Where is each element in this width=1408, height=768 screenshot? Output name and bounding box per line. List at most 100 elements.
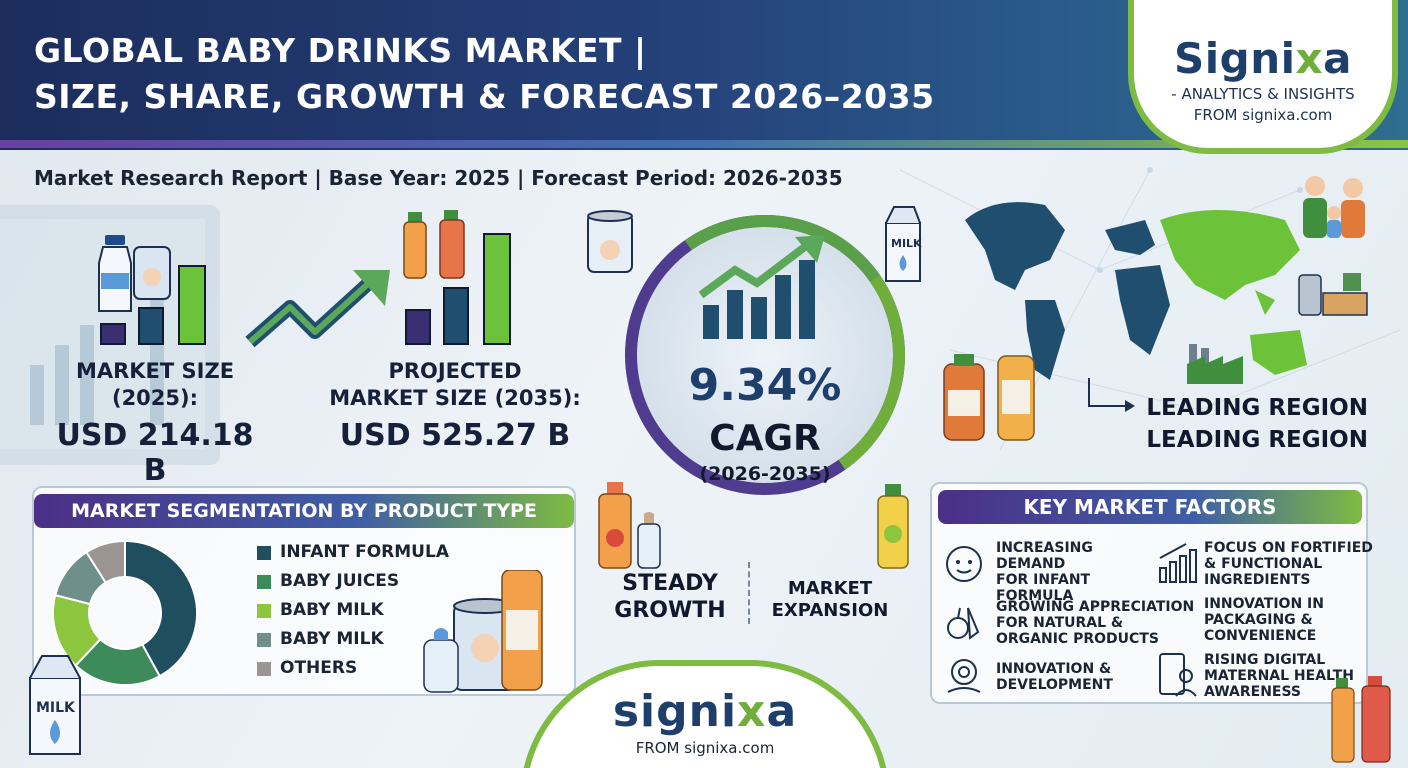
legend-label: OTHERS xyxy=(280,658,358,678)
factor-natural-organic: GROWING APPRECIATION FOR NATURAL & ORGAN… xyxy=(996,599,1196,647)
innovation-gear-icon xyxy=(947,659,981,693)
report-subheader: Market Research Report | Base Year: 2025… xyxy=(34,166,843,190)
arrow-right-icon xyxy=(1088,378,1135,412)
brand-tagline-2: FROM signixa.com xyxy=(1193,106,1333,124)
steady-growth-line-2: GROWTH xyxy=(614,598,726,623)
milk-carton-icon: MILK xyxy=(29,655,81,755)
factor-fortified-functional: FOCUS ON FORTIFIED & FUNCTIONAL INGREDIE… xyxy=(1204,540,1374,588)
market-size-value: USD 214.18 B xyxy=(56,418,254,488)
juice-bottle-icon xyxy=(598,482,632,569)
key-factors-title: KEY MARKET FACTORS xyxy=(938,490,1362,524)
svg-text:MILK: MILK xyxy=(36,700,76,716)
factor-line: INGREDIENTS xyxy=(1204,572,1311,588)
legend-swatch xyxy=(257,546,271,560)
brand-tagline-1: - ANALYTICS & INSIGHTS xyxy=(1171,85,1355,103)
legend-label: BABY MILK xyxy=(280,600,384,620)
factor-line: FORMULA xyxy=(996,588,1074,604)
market-size-bars xyxy=(100,235,220,345)
product-jars-icon xyxy=(943,354,1035,441)
world-map xyxy=(965,202,1307,380)
factor-line: FOR NATURAL & xyxy=(996,615,1124,631)
juice-bottles-icon xyxy=(403,210,465,279)
brand-logo-badge: Signixa - ANALYTICS & INSIGHTS FROM sign… xyxy=(1128,0,1398,154)
segmentation-donut-chart xyxy=(52,539,198,686)
legend-swatch xyxy=(257,575,271,589)
factor-line: ORGANIC PRODUCTS xyxy=(996,631,1159,647)
digital-health-icon xyxy=(1159,653,1197,697)
bar-medium xyxy=(443,287,469,345)
legend-label: BABY JUICES xyxy=(280,571,400,591)
cagr-label: CAGR xyxy=(709,418,821,459)
factor-line: CONVENIENCE xyxy=(1204,628,1317,644)
leading-region-line-2: LEADING REGION xyxy=(1146,427,1368,453)
juice-bottle-icon xyxy=(877,484,909,569)
growth-arrow-icon xyxy=(245,270,390,348)
bar-growth-icon xyxy=(1159,543,1197,583)
donut-slice-infant-formula xyxy=(124,539,198,678)
factor-line: INNOVATION & xyxy=(996,661,1112,677)
donut-slice-others xyxy=(85,539,126,584)
projected-market-size-2035: PROJECTED MARKET SIZE (2035): USD 525.27… xyxy=(315,358,595,453)
steady-growth-line-1: STEADY xyxy=(622,571,718,596)
legend-swatch xyxy=(257,662,271,676)
factor-line: GROWING APPRECIATION xyxy=(996,599,1195,615)
projected-size-label-1: PROJECTED xyxy=(388,359,522,383)
projected-size-bars xyxy=(405,230,515,345)
steady-growth-label: STEADY GROWTH xyxy=(600,570,740,624)
footer-tagline: FROM signixa.com xyxy=(635,739,775,757)
fruit-vegetable-icon xyxy=(947,607,980,640)
factory-machine-icon xyxy=(1298,273,1368,316)
factor-line: PACKAGING & xyxy=(1204,612,1313,628)
milk-bottle-icon xyxy=(98,235,132,312)
cagr-value: 9.34% xyxy=(688,360,842,411)
bar-large xyxy=(178,265,206,345)
market-size-label-2: (2025): xyxy=(111,386,199,410)
family-icon xyxy=(1303,176,1365,238)
market-size-2025: MARKET SIZE (2025): USD 214.18 B xyxy=(40,358,270,488)
factor-line: & FUNCTIONAL xyxy=(1204,556,1323,572)
svg-text:MILK: MILK xyxy=(891,237,922,250)
cagr-circle xyxy=(625,215,905,495)
factor-line: FOCUS ON FORTIFIED xyxy=(1204,540,1373,556)
growth-divider xyxy=(748,562,750,624)
factor-line: INCREASING DEMAND xyxy=(996,540,1093,572)
footer-logo-text: signixa xyxy=(612,686,798,737)
bar-large xyxy=(483,233,511,345)
juice-bottles-icon xyxy=(1331,676,1391,763)
legend-swatch xyxy=(257,604,271,618)
factor-line: MATERNAL HEALTH xyxy=(1204,668,1354,684)
factor-line: RISING DIGITAL xyxy=(1204,652,1326,668)
factory-icon xyxy=(1187,344,1243,384)
legend-label: INFANT FORMULA xyxy=(280,542,449,562)
baby-face-icon xyxy=(946,546,982,582)
factor-increasing-demand: INCREASING DEMAND FOR INFANT FORMULA xyxy=(996,540,1166,604)
projected-size-value: USD 525.27 B xyxy=(339,418,571,453)
formula-products-icon xyxy=(423,570,543,693)
market-expansion-line-1: MARKET xyxy=(787,578,873,599)
market-expansion-line-2: EXPANSION xyxy=(771,600,889,621)
milk-carton-icon: MILK xyxy=(885,206,922,282)
factor-line: INNOVATION IN xyxy=(1204,596,1324,612)
bar-small xyxy=(100,323,126,345)
leading-region-label: LEADING REGION LEADING REGION xyxy=(1110,392,1368,456)
factor-line: DEVELOPMENT xyxy=(996,677,1113,693)
title-line-2: SIZE, SHARE, GROWTH & FORECAST 2026–2035 xyxy=(34,77,935,116)
factor-line: AWARENESS xyxy=(1204,684,1302,700)
brand-logo-text: Signixa xyxy=(1174,34,1352,83)
bar-small xyxy=(405,309,431,345)
factor-innovation-development: INNOVATION & DEVELOPMENT xyxy=(996,661,1156,693)
page-title: GLOBAL BABY DRINKS MARKET | SIZE, SHARE,… xyxy=(34,28,1094,120)
factor-line: FOR INFANT xyxy=(996,572,1091,588)
legend-swatch xyxy=(257,633,271,647)
formula-can-icon xyxy=(133,246,171,300)
segmentation-panel-title: MARKET SEGMENTATION BY PRODUCT TYPE xyxy=(34,494,574,528)
factor-digital-maternal-health: RISING DIGITAL MATERNAL HEALTH AWARENESS xyxy=(1204,652,1364,700)
market-size-label-1: MARKET SIZE xyxy=(75,359,235,383)
cagr-period: (2026-2035) xyxy=(699,463,831,485)
market-expansion-label: MARKET EXPANSION xyxy=(760,578,900,622)
leading-region-line-1: LEADING REGION xyxy=(1146,395,1368,421)
factor-packaging-convenience: INNOVATION IN PACKAGING & CONVENIENCE xyxy=(1204,596,1364,644)
cagr-growth-chart-icon xyxy=(698,235,825,339)
formula-can-icon xyxy=(587,210,633,273)
baby-bottle-icon xyxy=(637,512,661,569)
